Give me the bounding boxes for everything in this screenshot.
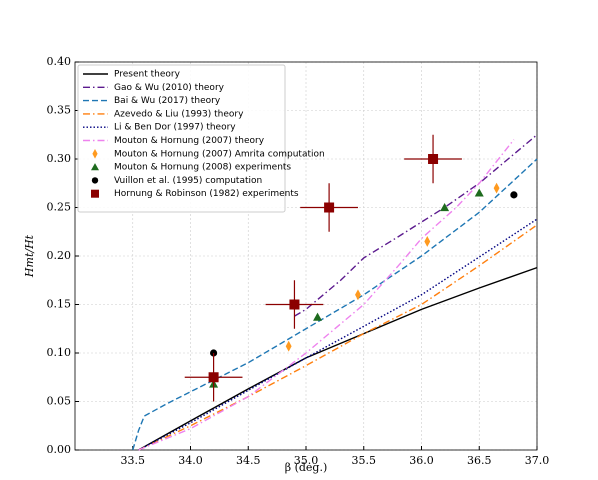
data-line [138, 218, 538, 451]
legend-frame [77, 64, 286, 213]
legend-marker [91, 177, 99, 184]
data-point [324, 202, 335, 213]
data-point [424, 236, 431, 247]
data-point [428, 154, 439, 164]
y-tick-label: 0.00 [47, 443, 72, 456]
data-point [289, 299, 300, 310]
x-axis-label: β (deg.) [285, 461, 328, 474]
data-point [285, 340, 292, 352]
legend-label: Vuillon et al. (1995) computation [114, 176, 262, 186]
y-tick-label: 0.15 [47, 298, 72, 311]
data-point [474, 188, 484, 197]
legend-label: Li & Ben Dor (1997) theory [114, 123, 236, 133]
data-point [493, 182, 500, 194]
legend-marker [91, 163, 99, 171]
y-tick-label: 0.40 [47, 55, 72, 68]
legend-marker [92, 149, 98, 159]
data-point [313, 312, 323, 321]
plot-frame [74, 61, 538, 451]
legend: Present theory Gao & Wu (2010) theory Bai … [77, 64, 325, 213]
x-tick-label: 35.5 [352, 454, 377, 467]
legend-label: Mouton & Hornung (2007) Amrita computati… [114, 149, 325, 159]
legend-label: Mouton & Hornung (2008) experiments [114, 163, 291, 173]
legend-label: Gao & Wu (2010) theory [114, 83, 225, 93]
legend-label: Present theory [114, 70, 181, 80]
x-tick-label: 34.5 [236, 454, 261, 467]
data-line [132, 158, 538, 451]
y-tick-label: 0.20 [47, 249, 72, 262]
data-line [138, 224, 538, 451]
data-point [510, 191, 518, 199]
x-tick-label: 34.0 [178, 454, 203, 467]
data-point [440, 203, 450, 212]
x-tick-label: 33.5 [121, 454, 146, 467]
y-tick-label: 0.10 [47, 346, 72, 359]
data-point [208, 372, 219, 383]
data-line [294, 134, 538, 317]
x-tick-label: 35.0 [294, 454, 319, 467]
y-axis-label: Hmt/Ht [23, 234, 36, 278]
x-tick-label: 36.5 [467, 454, 492, 467]
legend-label: Mouton & Hornung (2007) theory [114, 136, 265, 146]
y-tick-label: 0.25 [47, 201, 72, 214]
y-tick-label: 0.35 [47, 104, 72, 117]
legend-marker [91, 189, 99, 198]
legend-label: Hornung & Robinson (1982) experiments [114, 189, 299, 199]
data-line [138, 266, 538, 451]
y-tick-label: 0.05 [47, 395, 72, 408]
data-line [138, 139, 515, 451]
legend-label: Bai & Wu (2017) theory [114, 96, 221, 106]
legend-label: Azevedo & Liu (1993) theory [114, 109, 244, 119]
y-tick-label: 0.30 [47, 152, 72, 165]
x-tick-label: 37.0 [525, 454, 550, 467]
x-tick-label: 36.0 [409, 454, 434, 467]
data-point [355, 289, 361, 301]
